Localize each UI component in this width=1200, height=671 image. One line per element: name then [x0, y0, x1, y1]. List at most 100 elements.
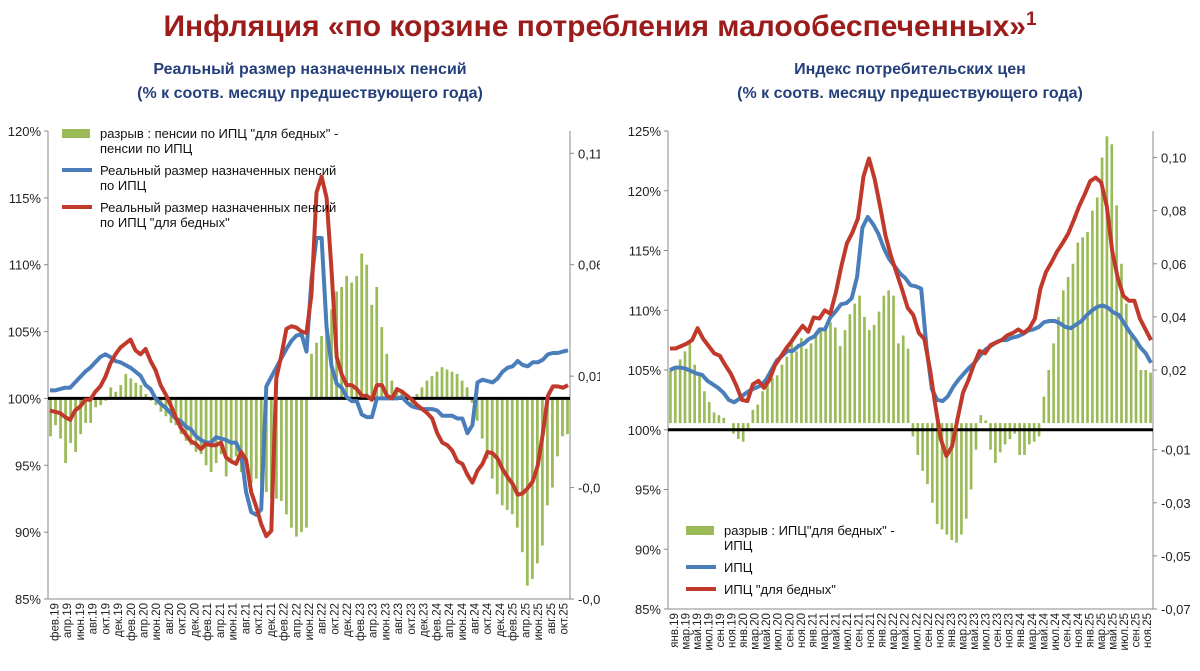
gap-bar [673, 367, 677, 424]
y-right-tick-label: 0,06 [1161, 257, 1186, 272]
gap-bar [94, 398, 98, 408]
gap-bar [224, 398, 228, 477]
x-tick-label: май.22 [900, 613, 912, 650]
x-tick-label: июл.22 [911, 613, 923, 651]
gap-bar [485, 398, 489, 459]
x-tick-label: янв.24 [1015, 612, 1027, 647]
x-tick-label: окт.20 [177, 603, 189, 635]
gap-bar [775, 375, 779, 424]
gap-bar [551, 398, 554, 488]
gap-bar [435, 371, 439, 399]
y-left-tick-label: 100% [628, 423, 662, 438]
y-right-tick-label: 0,11 [578, 146, 600, 161]
legend-label: ИПЦ "для бедных" [724, 582, 836, 597]
x-tick-label: янв.23 [946, 613, 958, 648]
gap-bar [1042, 396, 1046, 424]
gap-bar [1027, 423, 1031, 445]
legend-label-line2: по ИПЦ "для бедных" [100, 215, 230, 230]
y-right-tick-label: 0,06 [578, 258, 600, 273]
gap-bar [833, 327, 837, 424]
gap-bar [390, 380, 394, 399]
x-tick-label: июн.19 [75, 603, 87, 640]
gap-bar [370, 304, 374, 399]
y-left-tick-label: 110% [9, 258, 42, 273]
gap-bar [994, 423, 997, 463]
gap-bar [766, 383, 769, 424]
gap-bar [867, 330, 871, 424]
gap-bar [139, 385, 143, 399]
y-right-tick-label: -0,09 [578, 592, 600, 607]
gap-bar [500, 398, 504, 506]
gap-bar [1144, 370, 1148, 424]
gap-bar [853, 303, 857, 424]
legend-swatch-gap [62, 129, 90, 138]
gap-bar [892, 295, 895, 424]
x-tick-label: июл.19 [703, 613, 715, 651]
gap-bar [1081, 237, 1085, 424]
gap-bar [305, 398, 308, 528]
gap-bar [945, 423, 949, 535]
x-tick-label: авг.21 [240, 603, 252, 634]
x-tick-label: янв.19 [669, 613, 681, 648]
x-tick-label: мар.23 [958, 613, 970, 650]
gap-bar [290, 398, 293, 528]
gap-bar [683, 351, 687, 424]
x-tick-label: сен.20 [784, 613, 796, 647]
gap-bar [897, 343, 900, 424]
gap-bar [264, 398, 268, 493]
legend-label-line2: по ИПЦ [100, 178, 147, 193]
gap-bar [703, 391, 706, 424]
gap-bar [350, 282, 354, 399]
gap-bar [154, 398, 158, 406]
gap-bar [194, 398, 198, 452]
x-tick-label: май.20 [761, 613, 773, 650]
gap-bar [1095, 197, 1099, 424]
gap-bar [1018, 423, 1021, 455]
gap-bar [415, 393, 419, 399]
gap-bar [906, 348, 910, 424]
gap-bar [756, 404, 760, 424]
gap-bar [530, 398, 534, 579]
gap-bar [1076, 242, 1080, 424]
gap-bar [234, 398, 238, 457]
gap-bar [678, 359, 682, 424]
gap-bar [64, 398, 67, 464]
x-tick-label: апр.23 [368, 603, 380, 638]
gap-bar [541, 398, 544, 546]
y-left-tick-label: 90% [15, 525, 41, 540]
gap-bar [340, 287, 344, 399]
gap-bar [974, 423, 978, 450]
gap-bar [440, 367, 444, 399]
gap-bar [561, 398, 564, 437]
x-tick-label: сен.24 [1061, 612, 1073, 647]
x-tick-label: сен.25 [1131, 613, 1143, 647]
y-right-tick-label: 0,04 [1161, 310, 1186, 325]
x-tick-label: июн.22 [304, 603, 316, 640]
gap-bar [269, 398, 273, 499]
x-tick-label: янв.22 [877, 613, 889, 648]
gap-bar [1057, 316, 1060, 424]
x-tick-label: июл.24 [1050, 612, 1062, 650]
gap-bar [882, 295, 886, 424]
gap-bar [189, 398, 193, 446]
gap-bar [809, 343, 813, 424]
gap-bar [490, 398, 494, 479]
x-tick-label: июн.21 [228, 603, 240, 640]
gap-bar [998, 423, 1002, 453]
x-tick-label: фев.25 [508, 603, 520, 641]
gap-bar [669, 370, 672, 424]
x-tick-label: окт.23 [406, 603, 418, 635]
gap-bar [99, 398, 103, 406]
x-tick-label: мар.24 [1027, 612, 1039, 649]
x-tick-label: дек.23 [419, 603, 431, 637]
gap-bar [556, 398, 559, 457]
x-tick-label: май.25 [1108, 613, 1120, 650]
gap-bar [1124, 303, 1128, 424]
gap-bar [450, 371, 454, 399]
gap-bar [858, 295, 861, 424]
gap-bar [770, 377, 774, 424]
gap-bar [420, 387, 424, 399]
x-tick-label: окт.25 [559, 603, 571, 635]
gap-bar [901, 335, 905, 424]
x-tick-label: мар.21 [819, 613, 831, 650]
